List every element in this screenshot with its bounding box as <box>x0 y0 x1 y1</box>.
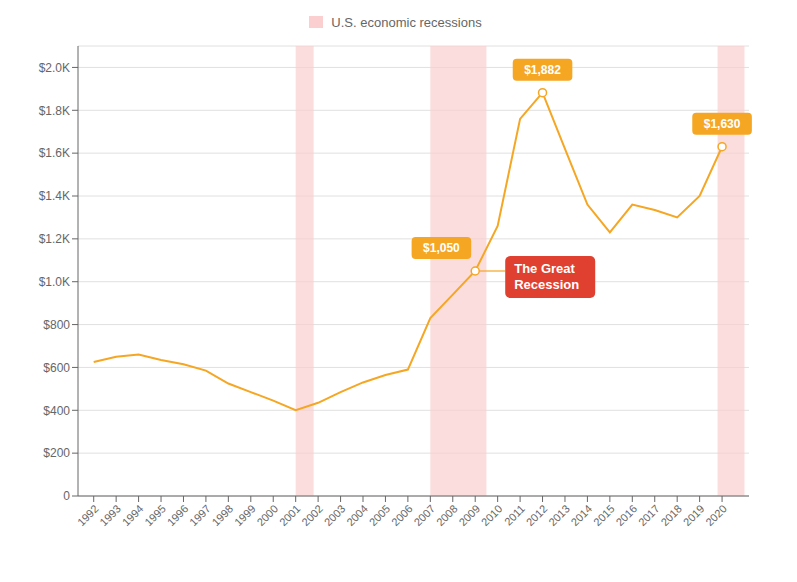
svg-text:2013: 2013 <box>546 502 572 528</box>
svg-text:2008: 2008 <box>434 502 460 528</box>
svg-text:$1.4K: $1.4K <box>39 189 70 203</box>
svg-text:$400: $400 <box>43 404 70 418</box>
svg-text:1992: 1992 <box>75 502 101 528</box>
svg-text:1996: 1996 <box>165 502 191 528</box>
svg-text:1997: 1997 <box>187 502 213 528</box>
svg-text:$1,630: $1,630 <box>704 117 741 131</box>
svg-text:$1.6K: $1.6K <box>39 146 70 160</box>
svg-text:2020: 2020 <box>703 502 729 528</box>
svg-text:$2.0K: $2.0K <box>39 61 70 75</box>
svg-text:2014: 2014 <box>569 502 595 528</box>
svg-text:$1,050: $1,050 <box>423 241 460 255</box>
svg-text:2016: 2016 <box>613 502 639 528</box>
svg-text:1998: 1998 <box>209 502 235 528</box>
svg-text:2003: 2003 <box>322 502 348 528</box>
svg-text:$800: $800 <box>43 318 70 332</box>
svg-text:2005: 2005 <box>367 502 393 528</box>
svg-text:0: 0 <box>63 489 70 503</box>
svg-text:2009: 2009 <box>456 502 482 528</box>
svg-text:1994: 1994 <box>120 502 146 528</box>
svg-text:2010: 2010 <box>479 502 505 528</box>
svg-text:2015: 2015 <box>591 502 617 528</box>
svg-text:2011: 2011 <box>502 502 527 527</box>
svg-text:$1.8K: $1.8K <box>39 104 70 118</box>
svg-text:$200: $200 <box>43 446 70 460</box>
svg-text:The GreatRecession: The GreatRecession <box>514 261 579 292</box>
svg-text:2002: 2002 <box>299 502 325 528</box>
svg-text:$1.0K: $1.0K <box>39 275 70 289</box>
svg-text:2018: 2018 <box>658 502 684 528</box>
svg-text:$1,882: $1,882 <box>524 63 561 77</box>
svg-text:2004: 2004 <box>344 502 370 528</box>
svg-text:2006: 2006 <box>389 502 415 528</box>
svg-text:$1.2K: $1.2K <box>39 232 70 246</box>
svg-text:2000: 2000 <box>254 502 280 528</box>
svg-text:1999: 1999 <box>232 502 258 528</box>
svg-text:2012: 2012 <box>524 502 550 528</box>
svg-text:1995: 1995 <box>142 502 168 528</box>
svg-text:1993: 1993 <box>97 502 123 528</box>
svg-text:2007: 2007 <box>411 502 437 528</box>
svg-text:$600: $600 <box>43 361 70 375</box>
html-text:U.S. economic recessions: U.S. economic recessions <box>331 14 482 30</box>
svg-text:2019: 2019 <box>681 502 707 528</box>
svg-text:2017: 2017 <box>636 502 662 528</box>
svg-text:2001: 2001 <box>277 502 303 528</box>
